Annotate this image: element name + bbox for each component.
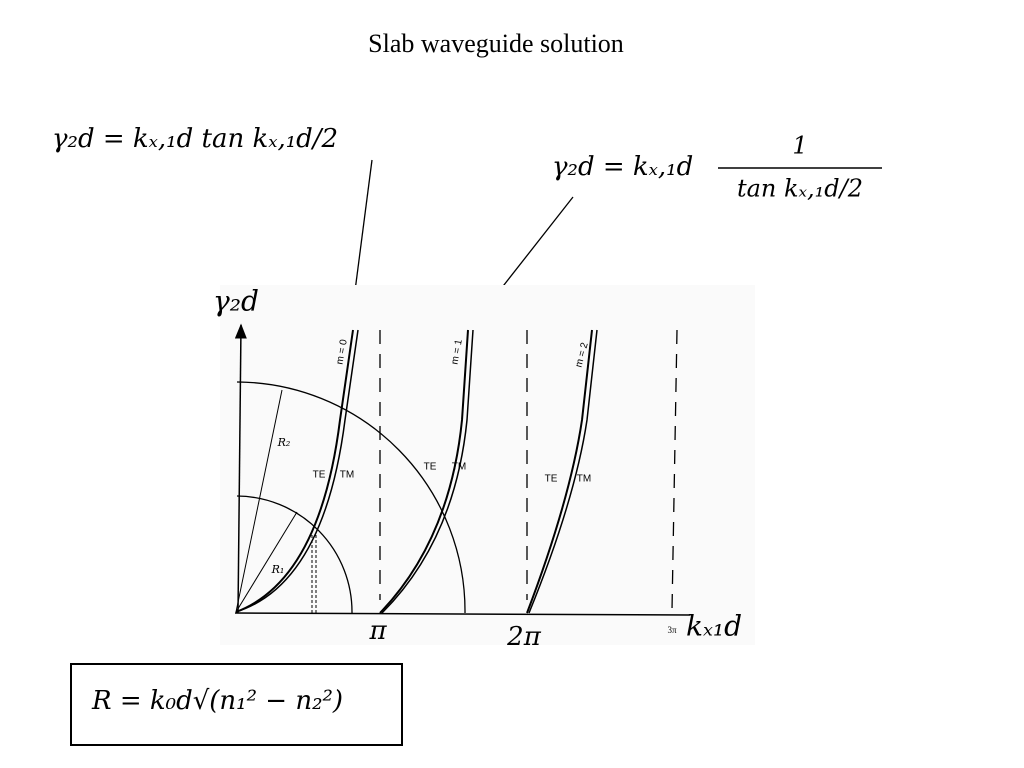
curve-m0-tm — [235, 329, 359, 613]
formula: R = k₀d√(n₁² − n₂²) — [91, 686, 343, 716]
x-mark: 3π — [667, 625, 677, 635]
curve-label: m = 1 — [450, 338, 465, 365]
x-mark: π — [368, 616, 387, 646]
plot — [220, 285, 755, 645]
x-axis — [234, 612, 691, 616]
formula-box — [70, 663, 403, 746]
curve-m2-te — [526, 329, 593, 614]
slide-title: Slab waveguide solution — [368, 29, 624, 58]
equation-even: γ₂d = kₓ,₁d tan kₓ,₁d/2 — [52, 124, 338, 154]
curve-m0-te — [235, 329, 354, 613]
radius-r1 — [235, 511, 298, 613]
tm-label: TM — [577, 474, 591, 485]
scan-background — [220, 285, 755, 645]
circle-r1 — [236, 495, 353, 614]
x-mark: 2π — [506, 622, 542, 652]
curve-m2-tm — [528, 329, 598, 614]
equation-odd-left: γ₂d = kₓ,₁d — [552, 152, 693, 182]
y-axis-label: γ₂d — [213, 285, 259, 318]
x-axis-label: kₓ₁d — [686, 610, 742, 643]
radius-label: R₁ — [271, 563, 285, 576]
curve-m1-te — [379, 329, 469, 614]
radius-r2 — [235, 389, 283, 613]
circle-r2 — [236, 381, 466, 614]
tm-label: TM — [452, 462, 466, 473]
equation-odd-numerator: 1 — [792, 132, 807, 160]
te-label: TE — [313, 470, 326, 481]
curve-label: m = 0 — [335, 338, 350, 365]
equation-odd-denominator: tan kₓ,₁d/2 — [737, 175, 863, 203]
te-label: TE — [424, 462, 437, 473]
y-axis — [234, 323, 247, 614]
curve-m1-tm — [381, 329, 474, 614]
te-label: TE — [545, 474, 558, 485]
radius-label: R₂ — [277, 436, 291, 449]
tm-label: TM — [340, 470, 354, 481]
